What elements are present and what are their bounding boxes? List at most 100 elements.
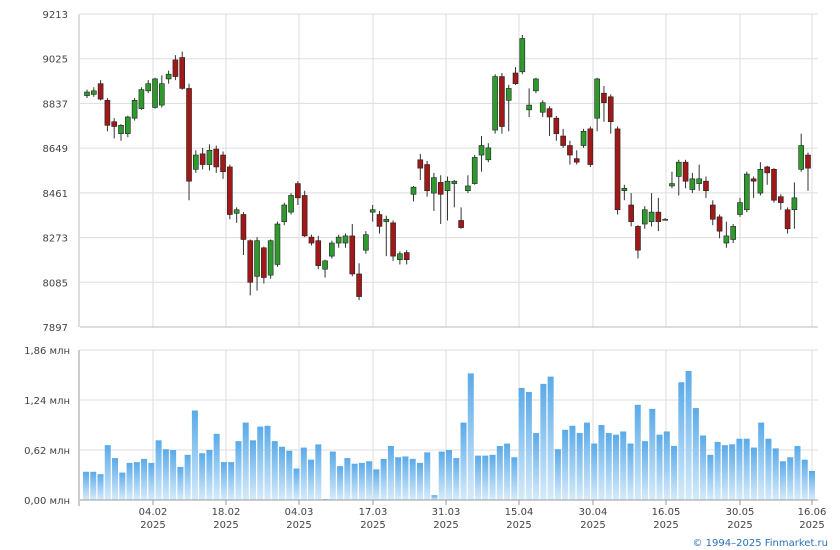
x-tick-label-day: 17.03 — [359, 507, 388, 518]
volume-bar — [112, 458, 119, 500]
candle-down — [111, 121, 118, 127]
volume-bar — [126, 462, 133, 500]
volume-bar — [409, 458, 416, 500]
x-tick-label-day: 31.03 — [432, 507, 461, 518]
x-tick-label-year: 2025 — [360, 520, 385, 531]
candle-up — [254, 240, 260, 277]
x-tick-label-year: 2025 — [213, 520, 238, 531]
volume-bar — [460, 422, 467, 500]
volume-bar — [199, 453, 206, 500]
volume-bar — [191, 410, 198, 500]
candle-down — [614, 128, 621, 211]
candle-up — [519, 38, 526, 73]
volume-bar — [206, 450, 213, 500]
volume-bar — [591, 443, 598, 500]
price-y-tick-label: 8273 — [43, 234, 68, 245]
candle-up — [329, 242, 335, 257]
candle-down — [403, 252, 410, 260]
volume-bar — [90, 471, 97, 500]
volume-bar — [794, 445, 801, 500]
candle-down — [709, 204, 716, 220]
volume-bar — [554, 449, 561, 500]
volume-bar — [242, 422, 249, 500]
x-tick-label-day: 04.02 — [139, 507, 168, 518]
candle-up — [621, 188, 628, 192]
price-y-tick-label: 8837 — [43, 99, 68, 110]
candle-down — [213, 148, 220, 168]
candle-up — [397, 253, 403, 260]
candle-up — [791, 197, 798, 211]
candle-down — [315, 240, 322, 266]
candle-down — [682, 161, 689, 182]
volume-bar — [373, 469, 380, 500]
volume-bar — [453, 458, 460, 500]
candle-up — [471, 157, 478, 184]
volume-bar — [155, 440, 162, 500]
price-y-tick-label: 8461 — [43, 189, 68, 200]
candle-up — [410, 186, 417, 195]
volume-bar — [220, 462, 227, 500]
candle-down — [179, 57, 186, 89]
x-tick-label-day: 30.05 — [726, 507, 755, 518]
candle-down — [308, 236, 315, 244]
volume-bar — [438, 451, 445, 500]
candle-up — [485, 147, 492, 161]
volume-bar — [402, 456, 409, 500]
candle-down — [437, 182, 444, 195]
candle-up — [145, 83, 152, 92]
volume-bar — [743, 438, 750, 500]
x-tick-label-year: 2025 — [506, 520, 531, 531]
candle-down — [771, 169, 777, 201]
volume-bar — [656, 434, 663, 500]
candle-down — [376, 214, 383, 227]
candle-up — [539, 102, 546, 113]
x-tick-label-year: 2025 — [653, 520, 678, 531]
volume-bar — [627, 443, 634, 500]
x-tick-label-day: 16.06 — [798, 507, 827, 518]
volume-bar — [141, 458, 148, 500]
volume-bar — [765, 438, 772, 500]
x-tick-label-day: 04.03 — [285, 507, 314, 518]
candle-up — [798, 145, 804, 170]
candle-up — [580, 130, 587, 146]
volume-bar — [148, 462, 155, 500]
volume-bar — [692, 408, 699, 500]
volume-bar — [329, 451, 336, 500]
price-y-tick-label: 8085 — [43, 278, 68, 289]
candle-down — [261, 247, 267, 278]
copyright-link[interactable]: © 1994–2025 Finmarket.ru — [692, 538, 828, 549]
volume-bar — [583, 422, 590, 500]
grid — [78, 13, 818, 501]
volume-bar — [569, 425, 576, 500]
candle-down — [607, 96, 614, 123]
candle-down — [104, 100, 111, 126]
candle-up — [648, 211, 655, 222]
candle-up — [274, 223, 281, 265]
candle-up — [730, 226, 736, 240]
volume-bar — [300, 447, 307, 500]
volume-bar — [605, 433, 612, 500]
candle-down — [199, 153, 206, 165]
candle-down — [601, 92, 607, 104]
candle-down — [635, 226, 641, 251]
volume-bar — [663, 431, 670, 500]
candle-up — [281, 204, 288, 222]
candle-up — [267, 240, 274, 276]
candle-up — [492, 76, 498, 131]
candle-down — [97, 83, 104, 100]
candle-up — [451, 180, 458, 184]
candle-down — [424, 164, 430, 192]
volume-bar — [213, 433, 220, 500]
volume-bar — [482, 455, 489, 500]
candle-down — [499, 76, 505, 127]
volume-bar — [576, 433, 583, 500]
volume-bar — [620, 431, 627, 500]
candle-down — [512, 72, 519, 84]
volume-bar — [97, 474, 104, 500]
candle-down — [295, 183, 301, 199]
volume-bar — [721, 445, 728, 500]
candle-down — [560, 135, 566, 146]
volume-y-tick-label: 0,62 млн — [24, 446, 70, 457]
volume-bar — [772, 448, 779, 500]
